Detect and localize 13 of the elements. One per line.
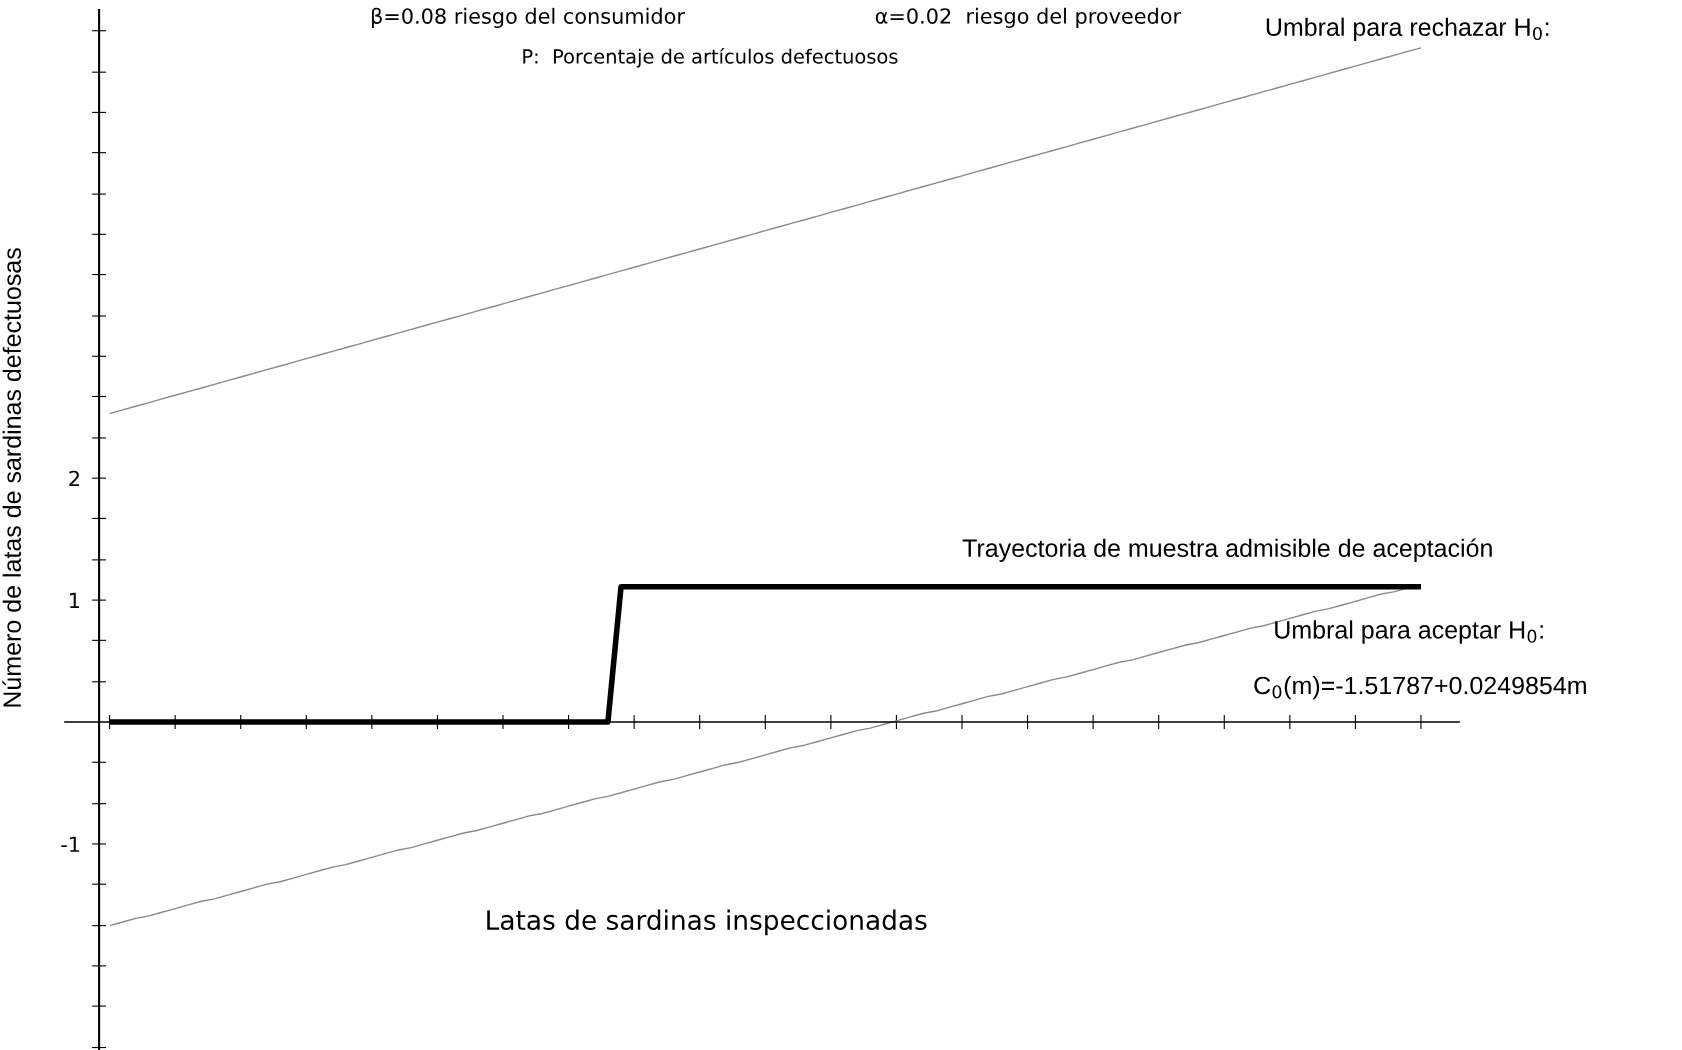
annotation: Umbral para aceptar H$_{0}$:	[1275, 620, 1543, 644]
annotation: β=0.08 riesgo del consumidor	[371, 7, 685, 28]
y-tick-label: 1	[70, 592, 80, 609]
x-axis-title: Latas de sardinas inspeccionadas	[487, 909, 927, 936]
annotation: C$_{0}$(m)=-1.51787+0.0249854m	[1254, 676, 1586, 700]
annotation: P: Porcentaje de artículos defectuosos	[523, 47, 898, 68]
annotation: α=0.02 riesgo del proveedor	[875, 7, 1182, 28]
annotation: Trayectoria de muestra admisible de aceptación	[962, 538, 1492, 562]
y-tick-label: -1	[61, 836, 80, 852]
y-axis-title: Número de latas de sardinas defectuosas	[2, 248, 22, 707]
line-series	[108, 47, 1422, 415]
y-tick-label: 2	[69, 470, 79, 487]
annotation: Umbral para rechazar H$_{0}$:	[1266, 17, 1549, 41]
